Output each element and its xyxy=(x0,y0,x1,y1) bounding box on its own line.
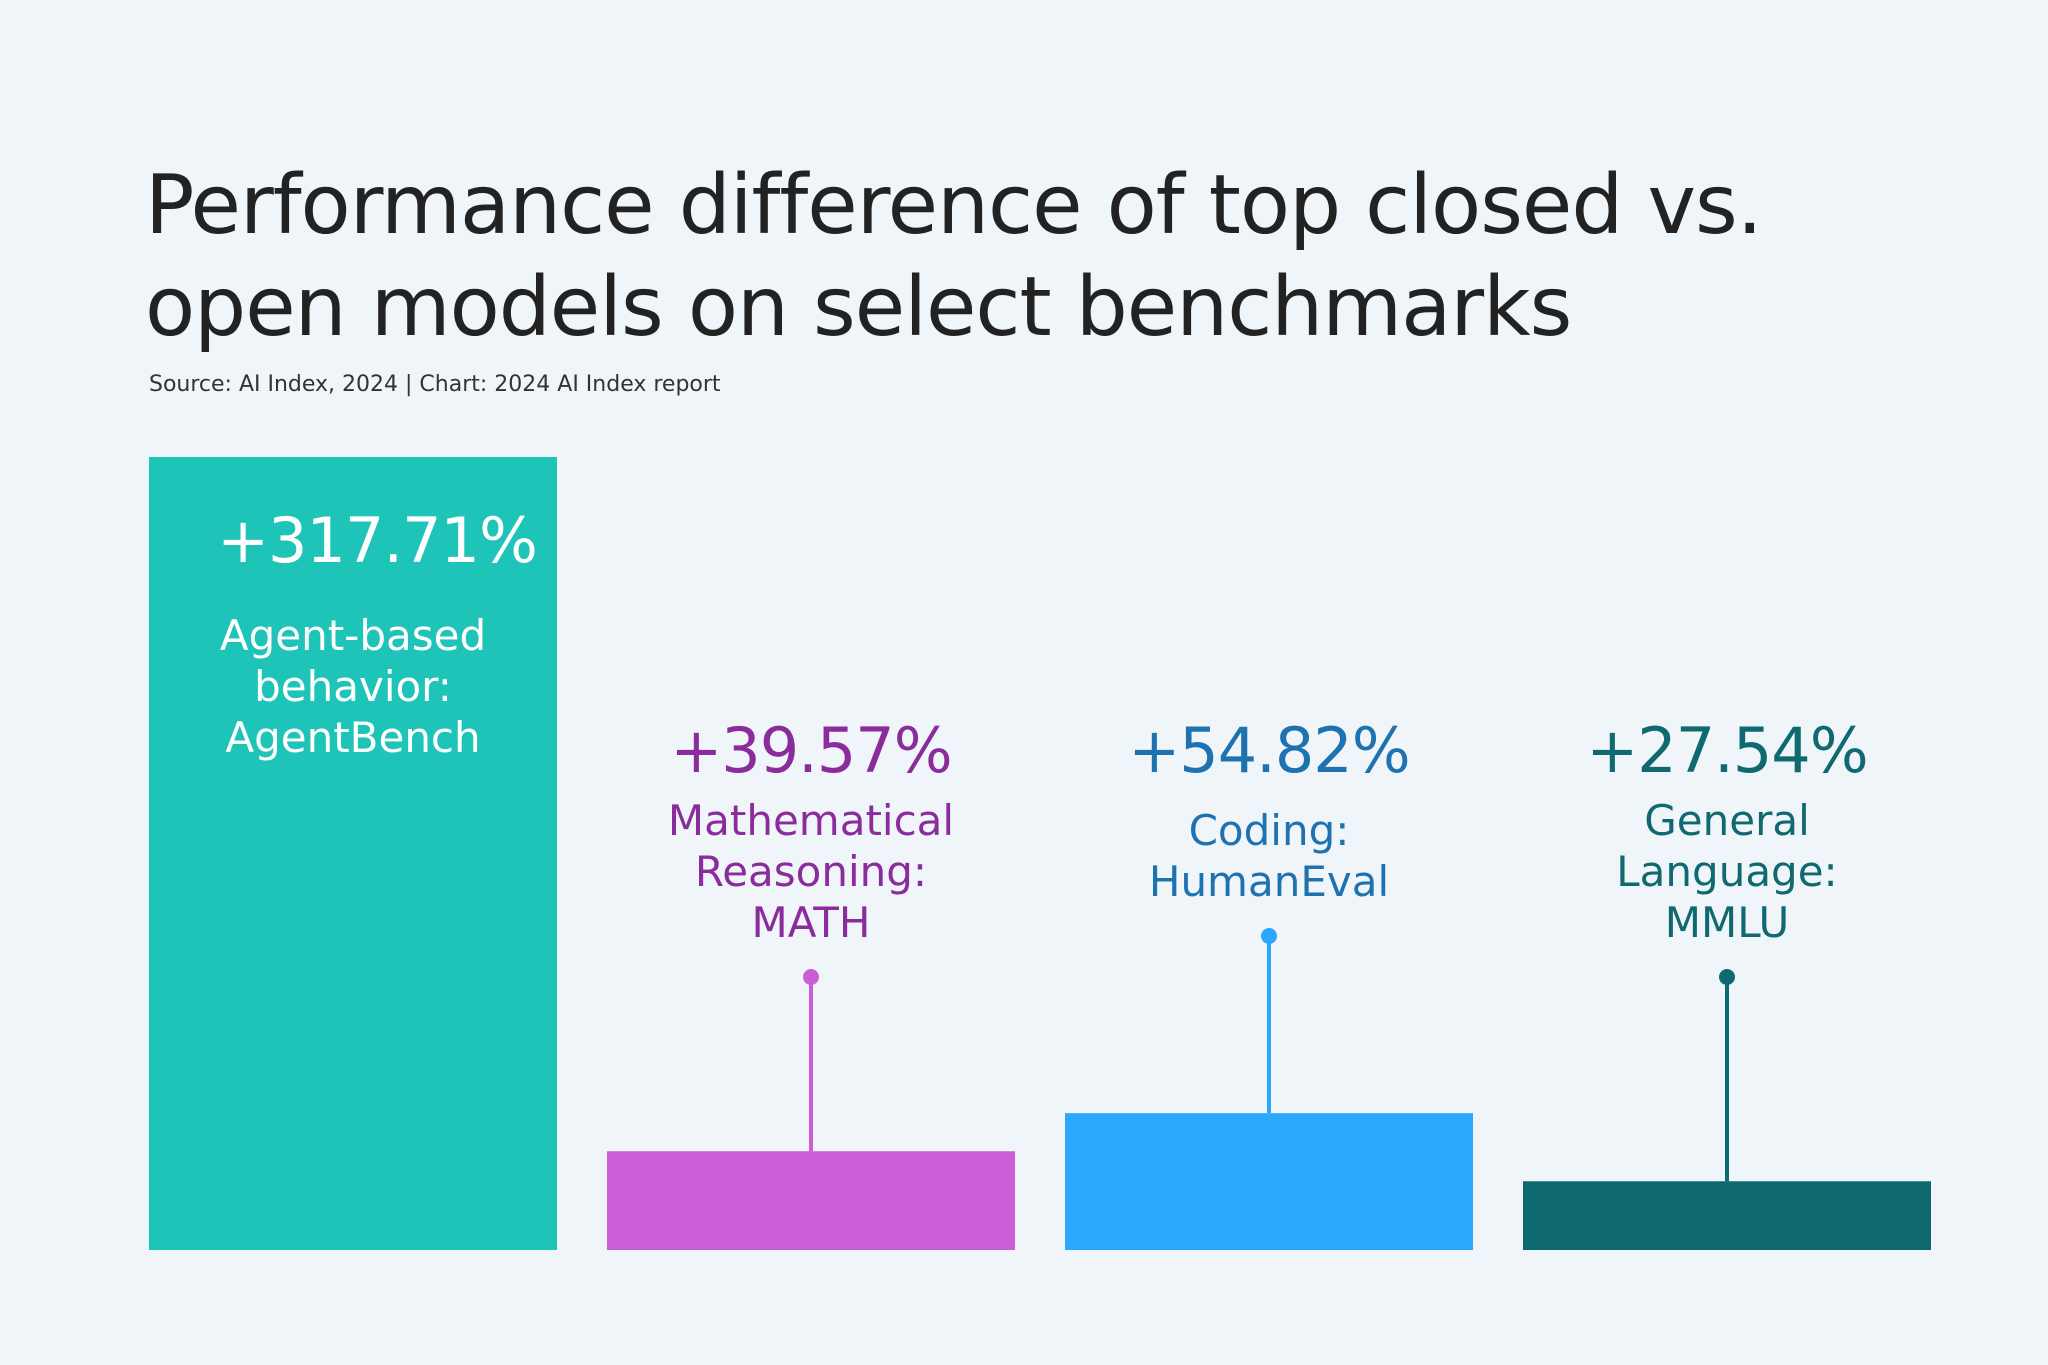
category-label: behavior: xyxy=(254,662,452,711)
connector-dot xyxy=(1719,969,1735,985)
bar xyxy=(1065,1113,1473,1250)
data-label: +27.54% xyxy=(1586,714,1867,787)
category-label: Language: xyxy=(1616,847,1837,896)
bar xyxy=(149,457,557,1250)
category-label: MATH xyxy=(752,898,871,947)
connector-dot xyxy=(1261,928,1277,944)
data-label: +317.71% xyxy=(217,504,537,577)
chart-source: Source: AI Index, 2024 | Chart: 2024 AI … xyxy=(149,372,721,397)
connector-dot xyxy=(803,969,819,985)
category-label: AgentBench xyxy=(225,713,480,762)
category-label: HumanEval xyxy=(1149,857,1389,906)
category-label: General xyxy=(1644,796,1810,845)
chart-title: Performance difference of top closed vs.… xyxy=(145,155,1945,359)
category-label: Reasoning: xyxy=(695,847,927,896)
bar xyxy=(1523,1181,1931,1250)
chart-title-line-2: open models on select benchmarks xyxy=(145,260,1572,355)
bar xyxy=(607,1151,1015,1250)
category-label: Coding: xyxy=(1189,806,1350,855)
chart-title-line-1: Performance difference of top closed vs. xyxy=(145,158,1763,253)
category-label: Mathematical xyxy=(668,796,954,845)
category-label: MMLU xyxy=(1665,898,1790,947)
category-label: Agent-based xyxy=(220,611,486,660)
data-label: +39.57% xyxy=(670,714,951,787)
data-label: +54.82% xyxy=(1128,714,1409,787)
